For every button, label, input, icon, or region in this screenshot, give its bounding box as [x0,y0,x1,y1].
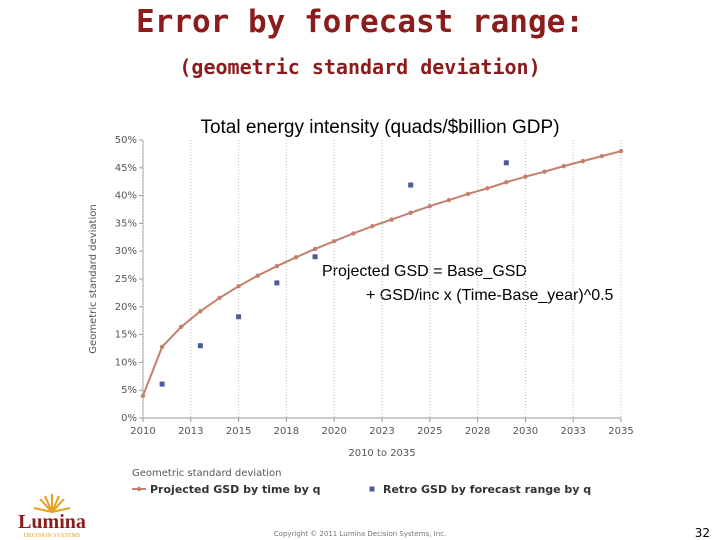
x-tick-label: 2028 [465,426,490,437]
point [618,148,624,154]
page-number: 32 [695,526,710,540]
point [140,393,146,398]
legend-label: Projected GSD by time by q [150,483,321,496]
point [484,186,490,191]
x-tick-label: 2023 [369,426,394,437]
slide-title: Error by forecast range: [136,4,584,40]
point [351,231,356,236]
y-tick-label: 10% [115,357,137,368]
x-tick-label: 2013 [178,426,203,437]
x-tick-label: 2020 [321,426,346,437]
point [312,246,318,252]
point [408,210,413,216]
point [389,217,394,222]
y-tick-label: 45% [115,163,137,174]
y-tick-label: 0% [121,413,137,424]
point [198,309,203,314]
point [427,203,432,209]
point [274,280,280,286]
point [465,191,471,197]
slide-subtitle: (geometric standard deviation) [179,55,540,79]
point [159,344,165,350]
point [293,255,299,260]
point [197,343,203,349]
copyright: Copyright © 2011 Lumina Decision Systems… [274,530,446,538]
point [236,284,241,289]
y-tick-label: 50% [115,135,137,146]
y-tick-label: 25% [115,274,137,285]
x-tick-label: 2025 [417,426,442,437]
point [274,264,280,269]
point [542,169,547,174]
point [332,238,337,244]
legend-label: Retro GSD by forecast range by q [383,483,591,496]
point [523,174,528,179]
chart-title: Total energy intensity (quads/$billion G… [200,117,559,138]
point [370,223,375,229]
legend-marker [136,486,142,492]
y-tick-label: 30% [115,246,137,257]
point [446,197,452,203]
point [503,160,509,166]
logo-name: Lumina [18,511,86,533]
legend-title: Geometric standard deviation [132,468,281,479]
point [561,163,566,169]
logo-sun [33,494,71,513]
y-axis-label: Geometric standard deviation [88,204,99,353]
x-tick-label: 2015 [226,426,251,437]
point [408,182,414,188]
logo: Lumina DECISION SYSTEMS [18,494,86,539]
x-axis-label: 2010 to 2035 [348,448,415,459]
series-line [142,150,622,397]
point [599,153,605,159]
point [217,295,222,301]
point [312,254,318,260]
point [580,158,585,164]
x-tick-label: 2030 [513,426,538,437]
y-tick-label: 20% [115,302,137,313]
y-tick-label: 40% [115,191,137,202]
x-tick-label: 2010 [130,426,155,437]
y-tick-label: 35% [115,218,137,229]
point [504,180,509,185]
annotation-line: Projected GSD = Base_GSD [322,263,527,280]
point [255,273,260,278]
point [179,324,184,330]
x-tick-label: 2035 [608,426,633,437]
point [159,381,165,387]
y-tick-label: 15% [115,330,137,341]
point [236,314,242,320]
annotation-line: + GSD/inc x (Time-Base_year)^0.5 [366,287,614,304]
annotation: Projected GSD = Base_GSD + GSD/inc x (Tim… [322,263,614,304]
x-tick-label: 2018 [274,426,299,437]
y-tick-label: 5% [121,385,137,396]
logo-tagline: DECISION SYSTEMS [24,533,81,539]
x-tick-label: 2033 [560,426,585,437]
legend-marker [369,486,375,492]
